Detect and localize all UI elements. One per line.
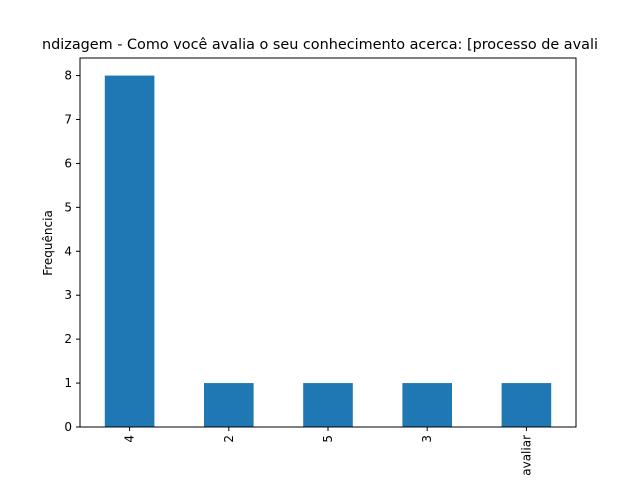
y-tick-label-2: 2 (64, 332, 72, 346)
y-tick-label-6: 6 (64, 156, 72, 170)
x-axis: 4 2 5 3 avaliar (123, 427, 533, 476)
y-axis: 0 1 2 3 4 5 6 7 8 (64, 69, 80, 434)
bar-0 (104, 75, 155, 427)
bar-4 (501, 383, 552, 427)
y-axis-label: Frequência (41, 210, 55, 276)
bar-3 (402, 383, 452, 427)
x-tick-label-2: 5 (321, 435, 335, 443)
x-tick-label-4: avaliar (519, 435, 533, 476)
y-tick-label-3: 3 (64, 288, 72, 302)
bar-1 (204, 383, 254, 427)
bars-group (104, 75, 552, 427)
y-tick-label-8: 8 (64, 69, 72, 83)
bar-2 (303, 383, 353, 427)
x-tick-label-1: 2 (222, 435, 236, 443)
y-tick-label-5: 5 (64, 200, 72, 214)
y-tick-label-4: 4 (64, 244, 72, 258)
y-tick-label-1: 1 (64, 376, 72, 390)
x-tick-label-0: 4 (123, 435, 137, 443)
y-tick-label-7: 7 (64, 113, 72, 127)
y-tick-label-0: 0 (64, 420, 72, 434)
plot-frame (79, 57, 577, 428)
chart-title: ndizagem - Como você avalia o seu conhec… (42, 37, 598, 53)
x-tick-label-3: 3 (420, 435, 434, 443)
